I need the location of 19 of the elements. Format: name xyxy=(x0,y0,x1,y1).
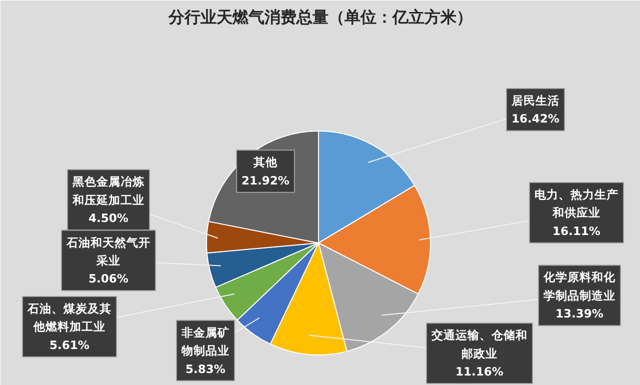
chart-title: 分行业天燃气消费总量（单位：亿立方米） xyxy=(168,8,472,26)
slice-label: 化学原料和化学制品制造业 xyxy=(542,270,616,302)
slice-label: 非金属矿物制品业 xyxy=(180,325,230,358)
data-label: 5.61% xyxy=(50,338,90,352)
data-label: 21.92% xyxy=(242,173,290,188)
data-label: 4.50% xyxy=(88,210,129,225)
data-label: 5.83% xyxy=(186,362,226,376)
slice-label: 石油和天然气开采业 xyxy=(66,235,150,268)
slice-label: 黑色金属冶炼和压延加工业 xyxy=(72,174,146,207)
data-label: 11.16% xyxy=(456,364,504,379)
slice-label: 电力、热力生产和供应业 xyxy=(534,187,618,220)
data-label: 5.06% xyxy=(88,272,129,286)
slice-label: 居民生活 xyxy=(510,94,560,108)
data-label: 16.11% xyxy=(552,224,601,238)
slice-label: 其他 xyxy=(252,155,278,170)
data-label: 13.39% xyxy=(556,306,604,321)
data-label: 16.42% xyxy=(512,112,560,126)
slice-label: 交通运输、仓储和邮政业 xyxy=(430,328,528,360)
slice-label: 石油、煤炭及其他燃料加工业 xyxy=(26,301,112,334)
